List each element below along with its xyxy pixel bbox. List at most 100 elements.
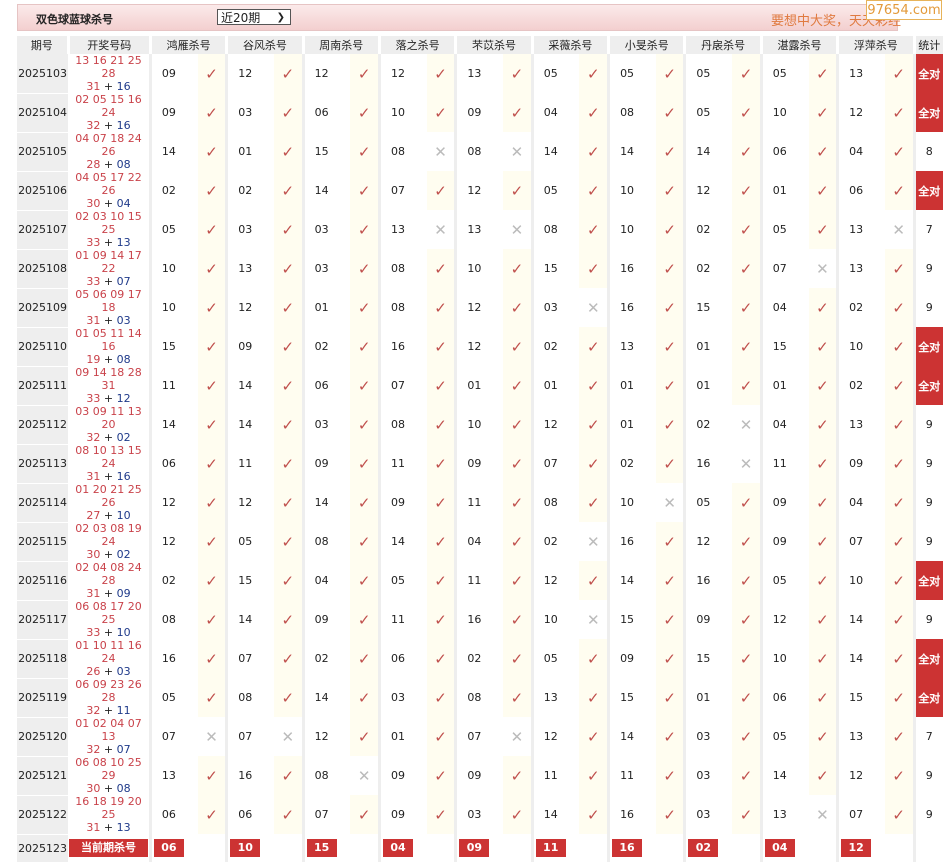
kill-number: 15 (759, 327, 809, 366)
check-icon: ✓ (884, 483, 914, 522)
kill-number: 07 (836, 522, 885, 561)
kill-number: 08 (301, 756, 351, 795)
draw-numbers: 08 10 13 15 24 31 + 16 (75, 444, 142, 483)
check-icon: ✓ (197, 561, 227, 600)
check-icon: ✓ (197, 93, 227, 132)
kill-number: 12 (377, 54, 427, 93)
table-row: 2025118 01 10 11 16 24 26 + 03 16 ✓ 07 ✓ 02 ✓ 06 ✓… (17, 639, 943, 679)
period-cell: 2025118 (17, 639, 69, 679)
check-icon: ✓ (808, 561, 838, 600)
col-killer: 芣苡杀号 (454, 36, 533, 54)
current-kill-number: 06 (153, 839, 184, 857)
check-icon: ✓ (197, 288, 227, 327)
kill-number: 01 (225, 132, 275, 171)
blue-ball: 16 (116, 119, 131, 132)
kill-number: 10 (454, 249, 504, 288)
red-balls: 02 05 15 16 24 (75, 93, 142, 119)
kill-number: 16 (607, 249, 656, 288)
kill-number: 10 (530, 600, 580, 639)
check-icon: ✓ (197, 249, 227, 288)
check-icon: ✓ (655, 210, 685, 249)
kill-number: 05 (759, 210, 809, 249)
kill-number: 06 (148, 795, 198, 834)
check-icon: ✓ (808, 756, 838, 795)
red-balls: 01 02 04 07 13 (75, 717, 142, 743)
col-killer: 浮萍杀号 (836, 36, 914, 54)
check-icon: ✓ (655, 600, 685, 639)
check-icon: ✓ (808, 444, 838, 483)
kill-number: 16 (683, 561, 733, 600)
kill-number: 07 (225, 717, 275, 756)
kill-number: 09 (759, 522, 809, 561)
check-icon: ✓ (579, 210, 609, 249)
kill-number: 05 (377, 561, 427, 600)
blue-ball: 08 (116, 782, 131, 795)
current-kill-number: 11 (535, 839, 566, 857)
kill-number: 15 (225, 561, 275, 600)
kill-number: 03 (301, 405, 351, 444)
stat-cell: 9 (912, 444, 943, 483)
current-kill-cell: 02 (683, 834, 733, 862)
kill-number: 14 (225, 600, 275, 639)
red-ball-last: 31 (86, 821, 101, 834)
table-row: 2025120 01 02 04 07 13 32 + 07 07 ✕ 07 ✕ 12 ✓ 01 ✓… (17, 717, 943, 757)
period-cell: 2025109 (17, 288, 69, 328)
check-icon: ✓ (350, 444, 380, 483)
check-icon: ✓ (884, 522, 914, 561)
blue-ball: 02 (116, 548, 131, 561)
kill-number: 13 (225, 249, 275, 288)
red-ball-last: 30 (86, 197, 101, 210)
kill-number: 03 (683, 795, 733, 834)
stat-cell: 全对 (912, 678, 943, 717)
blue-ball: 07 (116, 743, 131, 756)
check-icon: ✓ (808, 366, 838, 405)
check-icon: ✓ (503, 171, 533, 210)
kill-number: 15 (301, 132, 351, 171)
check-icon: ✓ (426, 288, 456, 327)
kill-number: 07 (530, 444, 580, 483)
kill-number: 11 (530, 756, 580, 795)
red-ball-last: 32 (86, 119, 101, 132)
check-icon: ✓ (426, 93, 456, 132)
check-icon: ✓ (655, 288, 685, 327)
kill-number: 12 (225, 288, 275, 327)
kill-number: 08 (377, 132, 427, 171)
red-balls: 16 18 19 20 25 (75, 795, 142, 821)
kill-number: 14 (607, 717, 656, 756)
check-icon: ✓ (274, 249, 304, 288)
check-icon: ✓ (350, 327, 380, 366)
blue-ball: 09 (116, 587, 131, 600)
check-icon: ✓ (655, 93, 685, 132)
kill-number: 02 (148, 561, 198, 600)
draw-numbers: 01 09 14 17 22 33 + 07 (75, 249, 142, 288)
kill-number: 02 (530, 522, 580, 561)
kill-number: 14 (836, 600, 885, 639)
red-balls: 13 16 21 25 28 (75, 54, 142, 80)
blue-ball: 02 (116, 431, 131, 444)
period-cell: 2025122 (17, 795, 69, 835)
kill-number: 01 (301, 288, 351, 327)
period-cell: 2025106 (17, 171, 69, 211)
check-icon: ✓ (274, 210, 304, 249)
check-icon: ✓ (808, 522, 838, 561)
kill-number: 02 (683, 210, 733, 249)
period-range-select[interactable]: 近20期 ❯ (217, 9, 291, 25)
kill-number: 03 (301, 249, 351, 288)
kill-number: 11 (454, 483, 504, 522)
check-icon: ✓ (350, 795, 380, 834)
check-icon: ✓ (884, 756, 914, 795)
col-killer: 湛露杀号 (759, 36, 838, 54)
check-icon: ✓ (274, 132, 304, 171)
header-bar: 双色球蓝球杀号 近20期 ❯ 要想中大奖，天天彩经 (17, 4, 901, 31)
blue-ball: 13 (116, 236, 131, 249)
check-icon: ✓ (426, 717, 456, 756)
kill-number: 09 (377, 483, 427, 522)
kill-number: 16 (607, 288, 656, 327)
kill-number: 03 (683, 756, 733, 795)
kill-number: 02 (836, 366, 885, 405)
kill-number: 04 (759, 405, 809, 444)
period-cell: 2025108 (17, 249, 69, 289)
check-icon: ✓ (579, 366, 609, 405)
kill-number: 12 (301, 717, 351, 756)
kill-number: 14 (301, 171, 351, 210)
